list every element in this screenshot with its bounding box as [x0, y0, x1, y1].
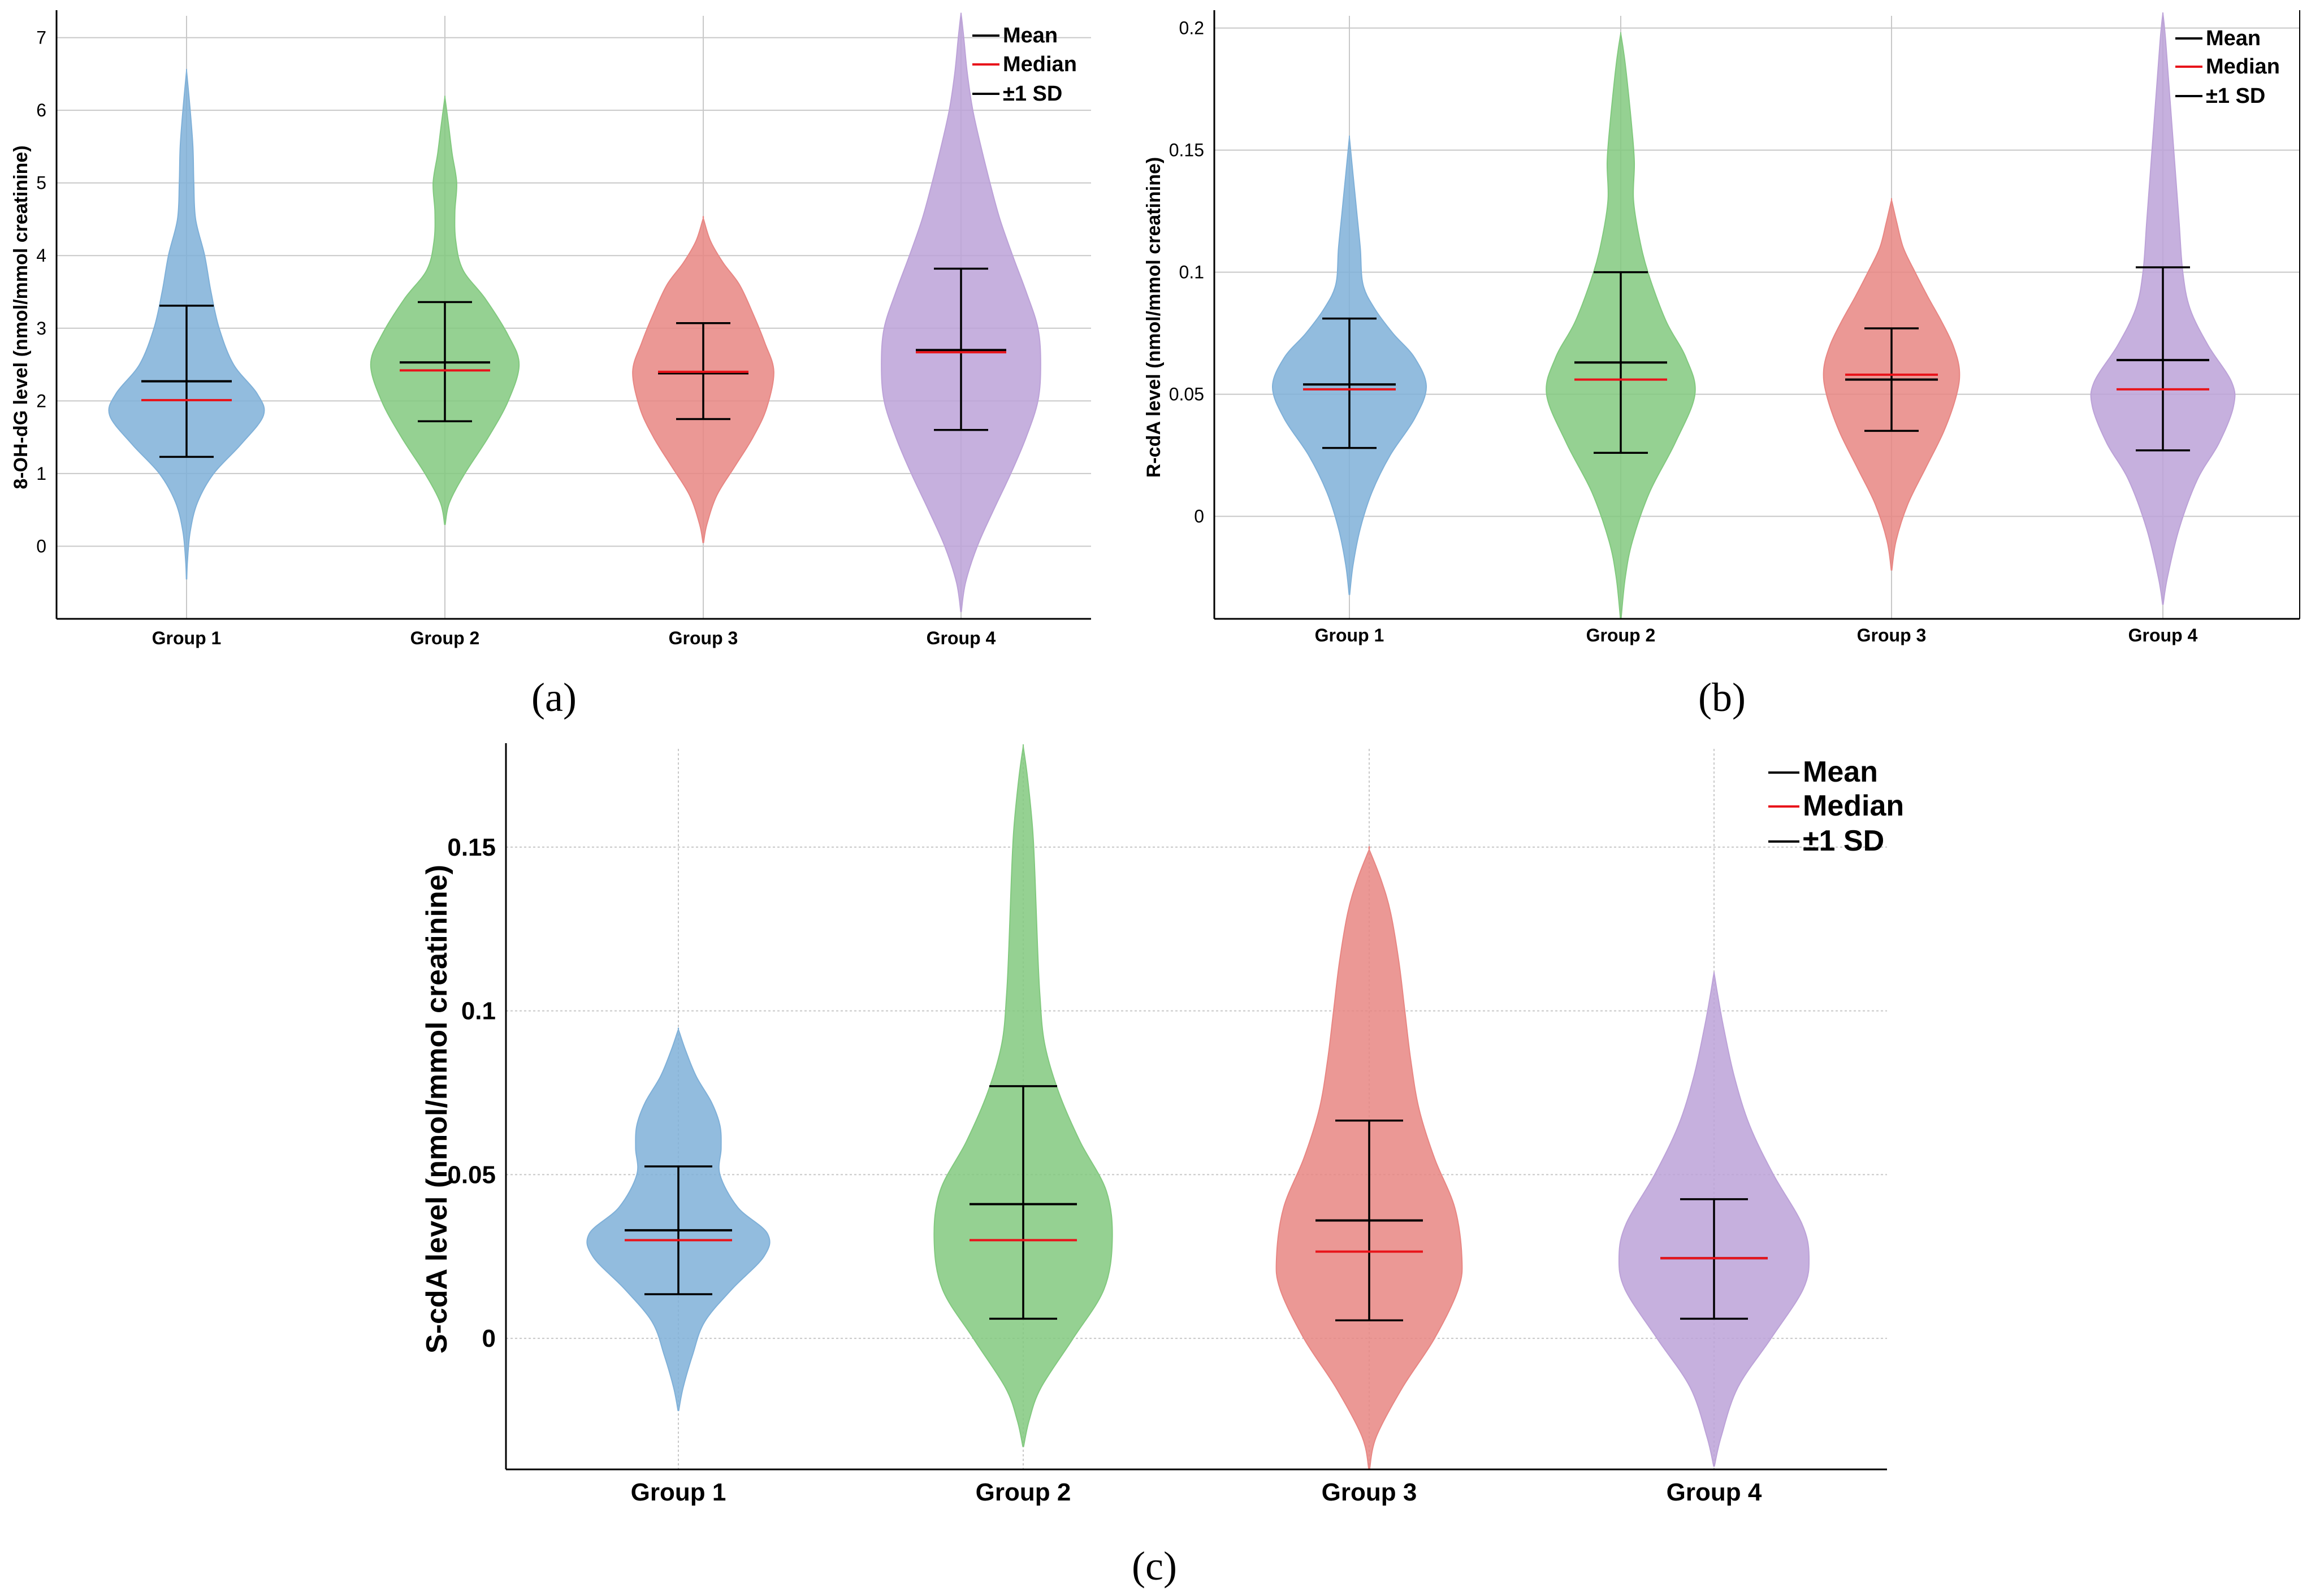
y-tick-label: 6 — [36, 100, 46, 120]
y-tick-label: 1 — [36, 463, 46, 484]
x-tick-label: Group 4 — [2128, 625, 2198, 645]
y-tick-label: 2 — [36, 391, 46, 411]
x-tick-label: Group 3 — [1322, 1478, 1417, 1506]
y-tick-label: 0.15 — [447, 834, 496, 861]
y-tick-label: 0.1 — [461, 998, 496, 1025]
panel-label: (c) — [1132, 1543, 1177, 1589]
legend-mean-label: Mean — [2206, 27, 2261, 50]
y-tick-label: 4 — [36, 245, 46, 266]
x-tick-label: Group 1 — [152, 628, 222, 648]
y-tick-label: 0 — [36, 536, 46, 556]
legend-mean-label: Mean — [1003, 24, 1058, 47]
panel-c: Group 1 Group 2 Group 3 Group 4 0 0.05 0.1 0.15… — [421, 743, 1904, 1589]
x-tick-label: Group 4 — [1667, 1478, 1762, 1506]
legend-median-label: Median — [2206, 55, 2280, 79]
y-tick-label: 0.1 — [1179, 262, 1204, 283]
y-axis-label: S-cdA level (nmol/mmol creatinine) — [421, 865, 453, 1354]
panel-a: Group 1 Group 2 Group 3 Group 4 0 1 2 3 4 5 6 7 8-OH… — [10, 10, 1091, 720]
y-axis-label: 8-OH-dG level (nmol/mmol creatinine) — [10, 145, 32, 489]
y-tick-label: 5 — [36, 173, 46, 193]
legend-sd-label: ±1 SD — [1003, 82, 1062, 106]
panel-b: Group 1 Group 2 Group 3 Group 4 0 0.05 0.1 0.15… — [1143, 10, 2300, 720]
y-tick-label: 0.05 — [1169, 384, 1204, 405]
legend-sd-label: ±1 SD — [2206, 84, 2265, 108]
x-tick-label: Group 2 — [976, 1478, 1071, 1506]
legend-sd-label: ±1 SD — [1803, 825, 1884, 857]
x-tick-label: Group 3 — [669, 628, 738, 648]
legend-median-label: Median — [1003, 53, 1077, 76]
x-tick-label: Group 3 — [1857, 625, 1927, 645]
x-tick-label: Group 4 — [927, 628, 996, 648]
y-tick-label: 7 — [36, 28, 46, 48]
legend-median-label: Median — [1803, 790, 1904, 822]
panel-label: (b) — [1698, 675, 1746, 720]
y-tick-label: 0 — [482, 1325, 496, 1352]
panel-label: (a) — [531, 675, 577, 720]
y-tick-label: 3 — [36, 318, 46, 339]
x-tick-label: Group 2 — [410, 628, 480, 648]
y-tick-label: 0.05 — [447, 1161, 496, 1189]
x-tick-label: Group 2 — [1586, 625, 1656, 645]
x-tick-label: Group 1 — [1315, 625, 1384, 645]
y-tick-label: 0 — [1194, 506, 1204, 527]
y-tick-label: 0.15 — [1169, 140, 1204, 161]
legend-mean-label: Mean — [1803, 756, 1878, 788]
y-axis-label: R-cdA level (nmol/mmol creatinine) — [1143, 157, 1165, 478]
y-tick-label: 0.2 — [1179, 18, 1204, 38]
x-tick-label: Group 1 — [631, 1478, 726, 1506]
